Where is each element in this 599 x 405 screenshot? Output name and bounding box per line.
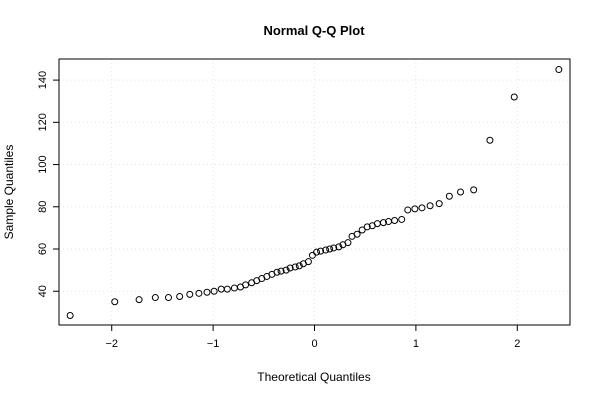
- data-point-22: [282, 266, 290, 274]
- grid-lines: [59, 59, 570, 325]
- x-axis-label: Theoretical Quantiles: [257, 370, 370, 384]
- y-tick-label-0: 40: [37, 285, 49, 297]
- y-tick-label-3: 100: [37, 155, 49, 173]
- data-point-21: [277, 267, 285, 275]
- data-point-12: [230, 284, 238, 292]
- data-point-0: [66, 312, 74, 319]
- data-point-3: [151, 294, 159, 302]
- data-point-50: [426, 202, 434, 210]
- x-tick-label-0: −2: [105, 338, 118, 350]
- data-point-54: [470, 186, 478, 194]
- x-tick-label-3: 1: [413, 338, 419, 350]
- data-point-53: [457, 188, 464, 196]
- y-axis-label: Sample Quantiles: [2, 145, 16, 240]
- y-tick-label-2: 80: [37, 201, 49, 213]
- data-point-38: [353, 230, 361, 238]
- data-point-48: [411, 205, 419, 213]
- data-point-20: [273, 268, 281, 276]
- data-point-1: [111, 298, 119, 306]
- data-points: [66, 66, 563, 319]
- data-point-39: [358, 226, 366, 234]
- data-point-7: [195, 289, 203, 297]
- data-point-11: [223, 285, 231, 293]
- data-point-47: [404, 206, 412, 214]
- data-point-36: [344, 239, 352, 247]
- data-point-31: [322, 246, 330, 254]
- data-point-42: [373, 220, 381, 228]
- data-point-8: [203, 288, 211, 296]
- data-point-52: [445, 192, 453, 200]
- data-point-9: [210, 287, 218, 295]
- x-axis: −2 −1 0 1 2: [105, 325, 520, 350]
- y-tick-label-5: 140: [37, 71, 49, 89]
- data-point-23: [286, 264, 294, 272]
- data-point-57: [555, 66, 563, 74]
- data-point-30: [317, 247, 325, 255]
- y-tick-label-1: 60: [37, 243, 49, 255]
- data-point-5: [176, 293, 184, 300]
- data-point-55: [486, 136, 494, 144]
- data-point-49: [418, 204, 426, 212]
- data-point-2: [135, 296, 143, 304]
- data-point-43: [379, 219, 387, 227]
- data-point-29: [313, 248, 321, 256]
- data-point-14: [242, 281, 250, 289]
- data-point-24: [291, 263, 299, 271]
- data-point-27: [304, 258, 312, 266]
- data-point-33: [330, 244, 338, 252]
- data-point-25: [295, 262, 303, 270]
- y-axis: 40 60 80 100 120 140: [37, 71, 59, 297]
- data-point-46: [398, 215, 406, 223]
- data-point-6: [186, 290, 194, 298]
- data-point-34: [335, 243, 343, 251]
- x-tick-label-1: −1: [207, 338, 220, 350]
- x-tick-label-2: 0: [311, 338, 317, 350]
- data-point-51: [435, 200, 443, 208]
- data-point-10: [217, 285, 225, 293]
- data-point-32: [326, 245, 334, 253]
- data-point-56: [510, 93, 518, 101]
- data-point-45: [391, 217, 399, 224]
- chart-title: Normal Q-Q Plot: [263, 23, 365, 38]
- y-tick-label-4: 120: [37, 113, 49, 131]
- data-point-4: [165, 294, 172, 302]
- x-tick-label-4: 2: [514, 338, 520, 350]
- data-point-40: [363, 223, 371, 231]
